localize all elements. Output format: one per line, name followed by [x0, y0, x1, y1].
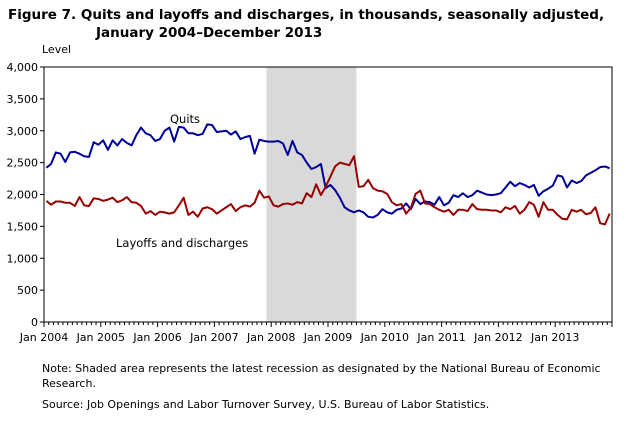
x-tick-label: Jan 2007 [189, 331, 238, 344]
quits-annotation: Quits [170, 112, 200, 126]
y-axis-label: Level [42, 43, 71, 56]
x-tick-label: Jan 2009 [303, 331, 352, 344]
x-tick-label: Jan 2008 [246, 331, 295, 344]
layoffs-annotation: Layoffs and discharges [116, 236, 248, 250]
y-tick-label: 0 [31, 316, 38, 329]
chart-title-line2: January 2004–December 2013 [96, 25, 323, 41]
chart-title: Figure 7. Quits and layoffs and discharg… [8, 6, 628, 42]
plot-frame [43, 66, 613, 323]
series-lines [45, 123, 611, 226]
y-tick-label: 1,500 [7, 220, 39, 233]
chart-source: Source: Job Openings and Labor Turnover … [42, 398, 490, 411]
x-tick-label: Jan 2006 [132, 331, 181, 344]
x-tick-label: Jan 2004 [19, 331, 68, 344]
y-tick-label: 500 [17, 284, 38, 297]
x-tick-label: Jan 2013 [530, 331, 579, 344]
quits-series-line [45, 123, 611, 219]
y-tick-label: 2,500 [7, 157, 39, 170]
chart-title-line1: Figure 7. Quits and layoffs and discharg… [8, 7, 605, 23]
chart-note: Note: Shaded area represents the latest … [42, 362, 601, 390]
y-tick-label: 3,000 [7, 125, 39, 138]
y-axis: 0 500 1,000 1,500 2,000 2,500 3,000 3,500 4,000 [7, 61, 44, 329]
y-tick-label: 3,500 [7, 93, 39, 106]
x-tick-label: Jan 2012 [473, 331, 522, 344]
layoffs-series-line [45, 155, 611, 226]
y-tick-label: 1,000 [7, 252, 39, 265]
x-axis: Jan 2004 Jan 2005 Jan 2006 Jan 2007 Jan 2008… [19, 322, 613, 344]
x-tick-label: Jan 2011 [416, 331, 465, 344]
y-tick-label: 2,000 [7, 189, 39, 202]
x-tick-label: Jan 2005 [76, 331, 125, 344]
x-tick-label: Jan 2010 [360, 331, 409, 344]
y-tick-label: 4,000 [7, 61, 39, 74]
